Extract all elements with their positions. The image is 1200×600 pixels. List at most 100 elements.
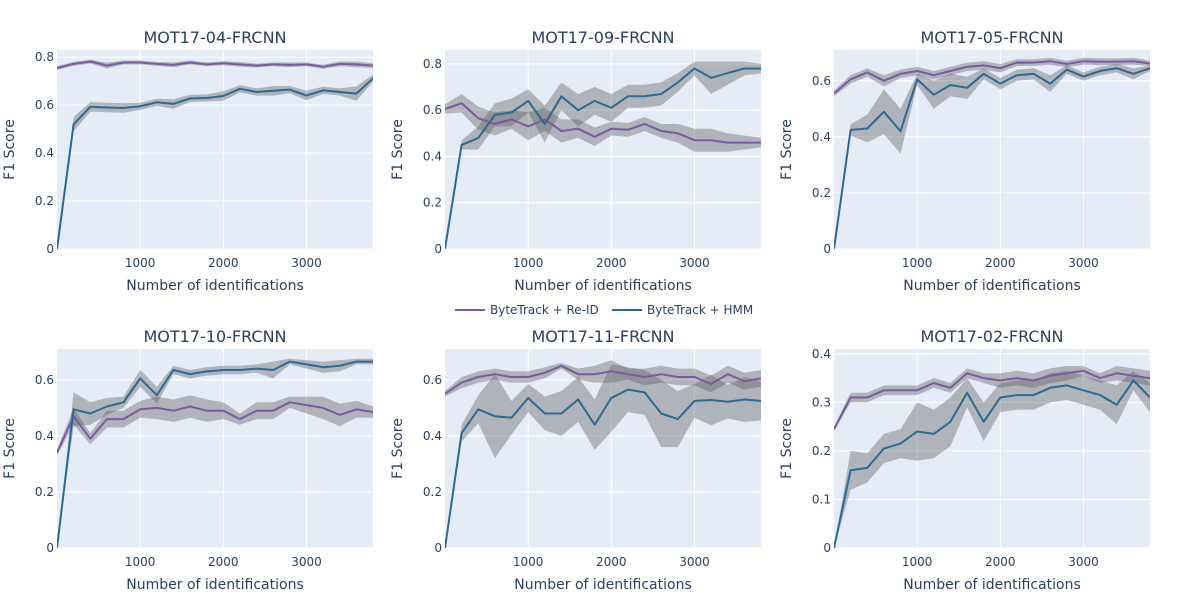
subplot-mot17-09-frcnn: MOT17-09-FRCNN 1000 2000 3000 0 0.2 0.4 0.6 0.8 N… bbox=[390, 28, 761, 294]
subplot-mot17-05-frcnn: MOT17-05-FRCNN 1000 2000 3000 0 0.2 0.4 0.6 Numb… bbox=[779, 28, 1150, 294]
y-tick-label: 0.1 bbox=[812, 492, 831, 506]
x-tick-label: 2000 bbox=[985, 555, 1016, 569]
y-axis-label: F1 Score bbox=[2, 418, 18, 479]
series-line-hmm bbox=[834, 67, 1150, 250]
confidence-band bbox=[445, 94, 761, 152]
series-line-re-id bbox=[445, 102, 761, 144]
subplot-mot17-02-frcnn: MOT17-02-FRCNN 1000 2000 3000 0 0.1 0.2 0.3 0.4 N… bbox=[779, 327, 1150, 593]
y-tick-label: 0.6 bbox=[423, 373, 442, 387]
x-tick-label: 2000 bbox=[985, 256, 1016, 270]
y-tick-label: 0.2 bbox=[35, 194, 54, 208]
y-tick-label: 0 bbox=[823, 242, 831, 256]
x-tick-label: 1000 bbox=[902, 555, 933, 569]
legend-label: ByteTrack + Re-ID bbox=[490, 303, 599, 317]
x-tick-label: 2000 bbox=[208, 555, 239, 569]
x-tick-label: 3000 bbox=[679, 256, 710, 270]
x-tick-label: 1000 bbox=[125, 256, 156, 270]
y-tick-label: 0.4 bbox=[812, 130, 831, 144]
x-tick-label: 1000 bbox=[125, 555, 156, 569]
plot-area bbox=[834, 366, 1150, 549]
x-tick-label: 2000 bbox=[596, 555, 627, 569]
subplot-title: MOT17-10-FRCNN bbox=[143, 327, 286, 346]
confidence-band bbox=[445, 364, 761, 548]
series-line-re-id bbox=[445, 364, 761, 395]
x-tick-label: 2000 bbox=[208, 256, 239, 270]
y-tick-label: 0 bbox=[434, 242, 442, 256]
series-line-hmm bbox=[834, 379, 1150, 549]
x-axis-label: Number of identifications bbox=[903, 278, 1080, 294]
y-axis-label: F1 Score bbox=[390, 119, 406, 180]
y-tick-label: 0.4 bbox=[35, 429, 54, 443]
plot-area bbox=[445, 61, 761, 250]
x-tick-label: 1000 bbox=[513, 256, 544, 270]
x-axis-label: Number of identifications bbox=[903, 577, 1080, 593]
y-tick-label: 0.2 bbox=[35, 485, 54, 499]
confidence-band bbox=[445, 360, 761, 397]
y-tick-label: 0.4 bbox=[812, 347, 831, 361]
y-axis-label: F1 Score bbox=[779, 418, 795, 479]
y-tick-label: 0.2 bbox=[812, 444, 831, 458]
legend-item-re-id[interactable]: ByteTrack + Re-ID bbox=[455, 303, 599, 317]
plot-area bbox=[445, 360, 761, 549]
subplot-title: MOT17-09-FRCNN bbox=[531, 28, 674, 47]
y-tick-label: 0 bbox=[46, 242, 54, 256]
x-tick-label: 3000 bbox=[1068, 555, 1099, 569]
x-axis-label: Number of identifications bbox=[514, 278, 691, 294]
y-tick-label: 0.8 bbox=[423, 57, 442, 71]
y-tick-label: 0.4 bbox=[423, 149, 442, 163]
y-tick-label: 0.3 bbox=[812, 395, 831, 409]
plot-background bbox=[57, 50, 373, 249]
series-line-re-id bbox=[57, 60, 373, 69]
y-tick-label: 0.2 bbox=[423, 485, 442, 499]
y-tick-label: 0.4 bbox=[423, 429, 442, 443]
y-tick-label: 0.4 bbox=[35, 146, 54, 160]
subplot-title: MOT17-02-FRCNN bbox=[920, 327, 1063, 346]
x-tick-label: 1000 bbox=[513, 555, 544, 569]
y-tick-label: 0 bbox=[823, 541, 831, 555]
x-tick-label: 1000 bbox=[902, 256, 933, 270]
subplot-grid: MOT17-04-FRCNN 1000 2000 3000 0 0.2 0.4 0.6 0.8 N… bbox=[2, 28, 1150, 593]
plot-background bbox=[57, 349, 373, 548]
plot-background bbox=[834, 50, 1150, 249]
series-line-hmm bbox=[57, 360, 373, 549]
y-axis-label: F1 Score bbox=[390, 418, 406, 479]
subplot-mot17-04-frcnn: MOT17-04-FRCNN 1000 2000 3000 0 0.2 0.4 0.6 0.8 N… bbox=[2, 28, 373, 294]
confidence-band bbox=[834, 370, 1150, 548]
y-tick-label: 0.6 bbox=[35, 98, 54, 112]
y-tick-label: 0.2 bbox=[423, 196, 442, 210]
y-tick-label: 0 bbox=[46, 541, 54, 555]
plot-area bbox=[57, 358, 373, 549]
plot-background bbox=[445, 50, 761, 249]
x-tick-label: 3000 bbox=[1068, 256, 1099, 270]
x-axis-label: Number of identifications bbox=[126, 278, 303, 294]
legend-label: ByteTrack + HMM bbox=[647, 303, 753, 317]
x-axis-label: Number of identifications bbox=[126, 577, 303, 593]
subplot-title: MOT17-11-FRCNN bbox=[531, 327, 674, 346]
y-tick-label: 0 bbox=[434, 541, 442, 555]
x-tick-label: 3000 bbox=[291, 555, 322, 569]
subplot-mot17-10-frcnn: MOT17-10-FRCNN 1000 2000 3000 0 0.2 0.4 0.6 Numb… bbox=[2, 327, 373, 593]
legend: ByteTrack + Re-ID ByteTrack + HMM bbox=[455, 303, 753, 317]
series-line-re-id bbox=[834, 369, 1150, 430]
y-tick-label: 0.6 bbox=[35, 373, 54, 387]
plot-area bbox=[834, 57, 1150, 250]
legend-item-hmm[interactable]: ByteTrack + HMM bbox=[612, 303, 753, 317]
subplot-title: MOT17-04-FRCNN bbox=[143, 28, 286, 47]
subplot-title: MOT17-05-FRCNN bbox=[920, 28, 1063, 47]
x-axis-label: Number of identifications bbox=[514, 577, 691, 593]
y-axis-label: F1 Score bbox=[2, 119, 18, 180]
plot-area bbox=[57, 59, 373, 250]
y-tick-label: 0.6 bbox=[812, 74, 831, 88]
series-line-hmm bbox=[57, 77, 373, 250]
y-tick-label: 0.8 bbox=[35, 50, 54, 64]
x-tick-label: 3000 bbox=[679, 555, 710, 569]
confidence-band bbox=[445, 61, 761, 249]
confidence-band bbox=[57, 395, 373, 456]
y-tick-label: 0.6 bbox=[423, 103, 442, 117]
series-line-re-id bbox=[57, 401, 373, 454]
y-axis-label: F1 Score bbox=[779, 119, 795, 180]
series-line-hmm bbox=[445, 67, 761, 250]
x-tick-label: 3000 bbox=[291, 256, 322, 270]
x-tick-label: 2000 bbox=[596, 256, 627, 270]
